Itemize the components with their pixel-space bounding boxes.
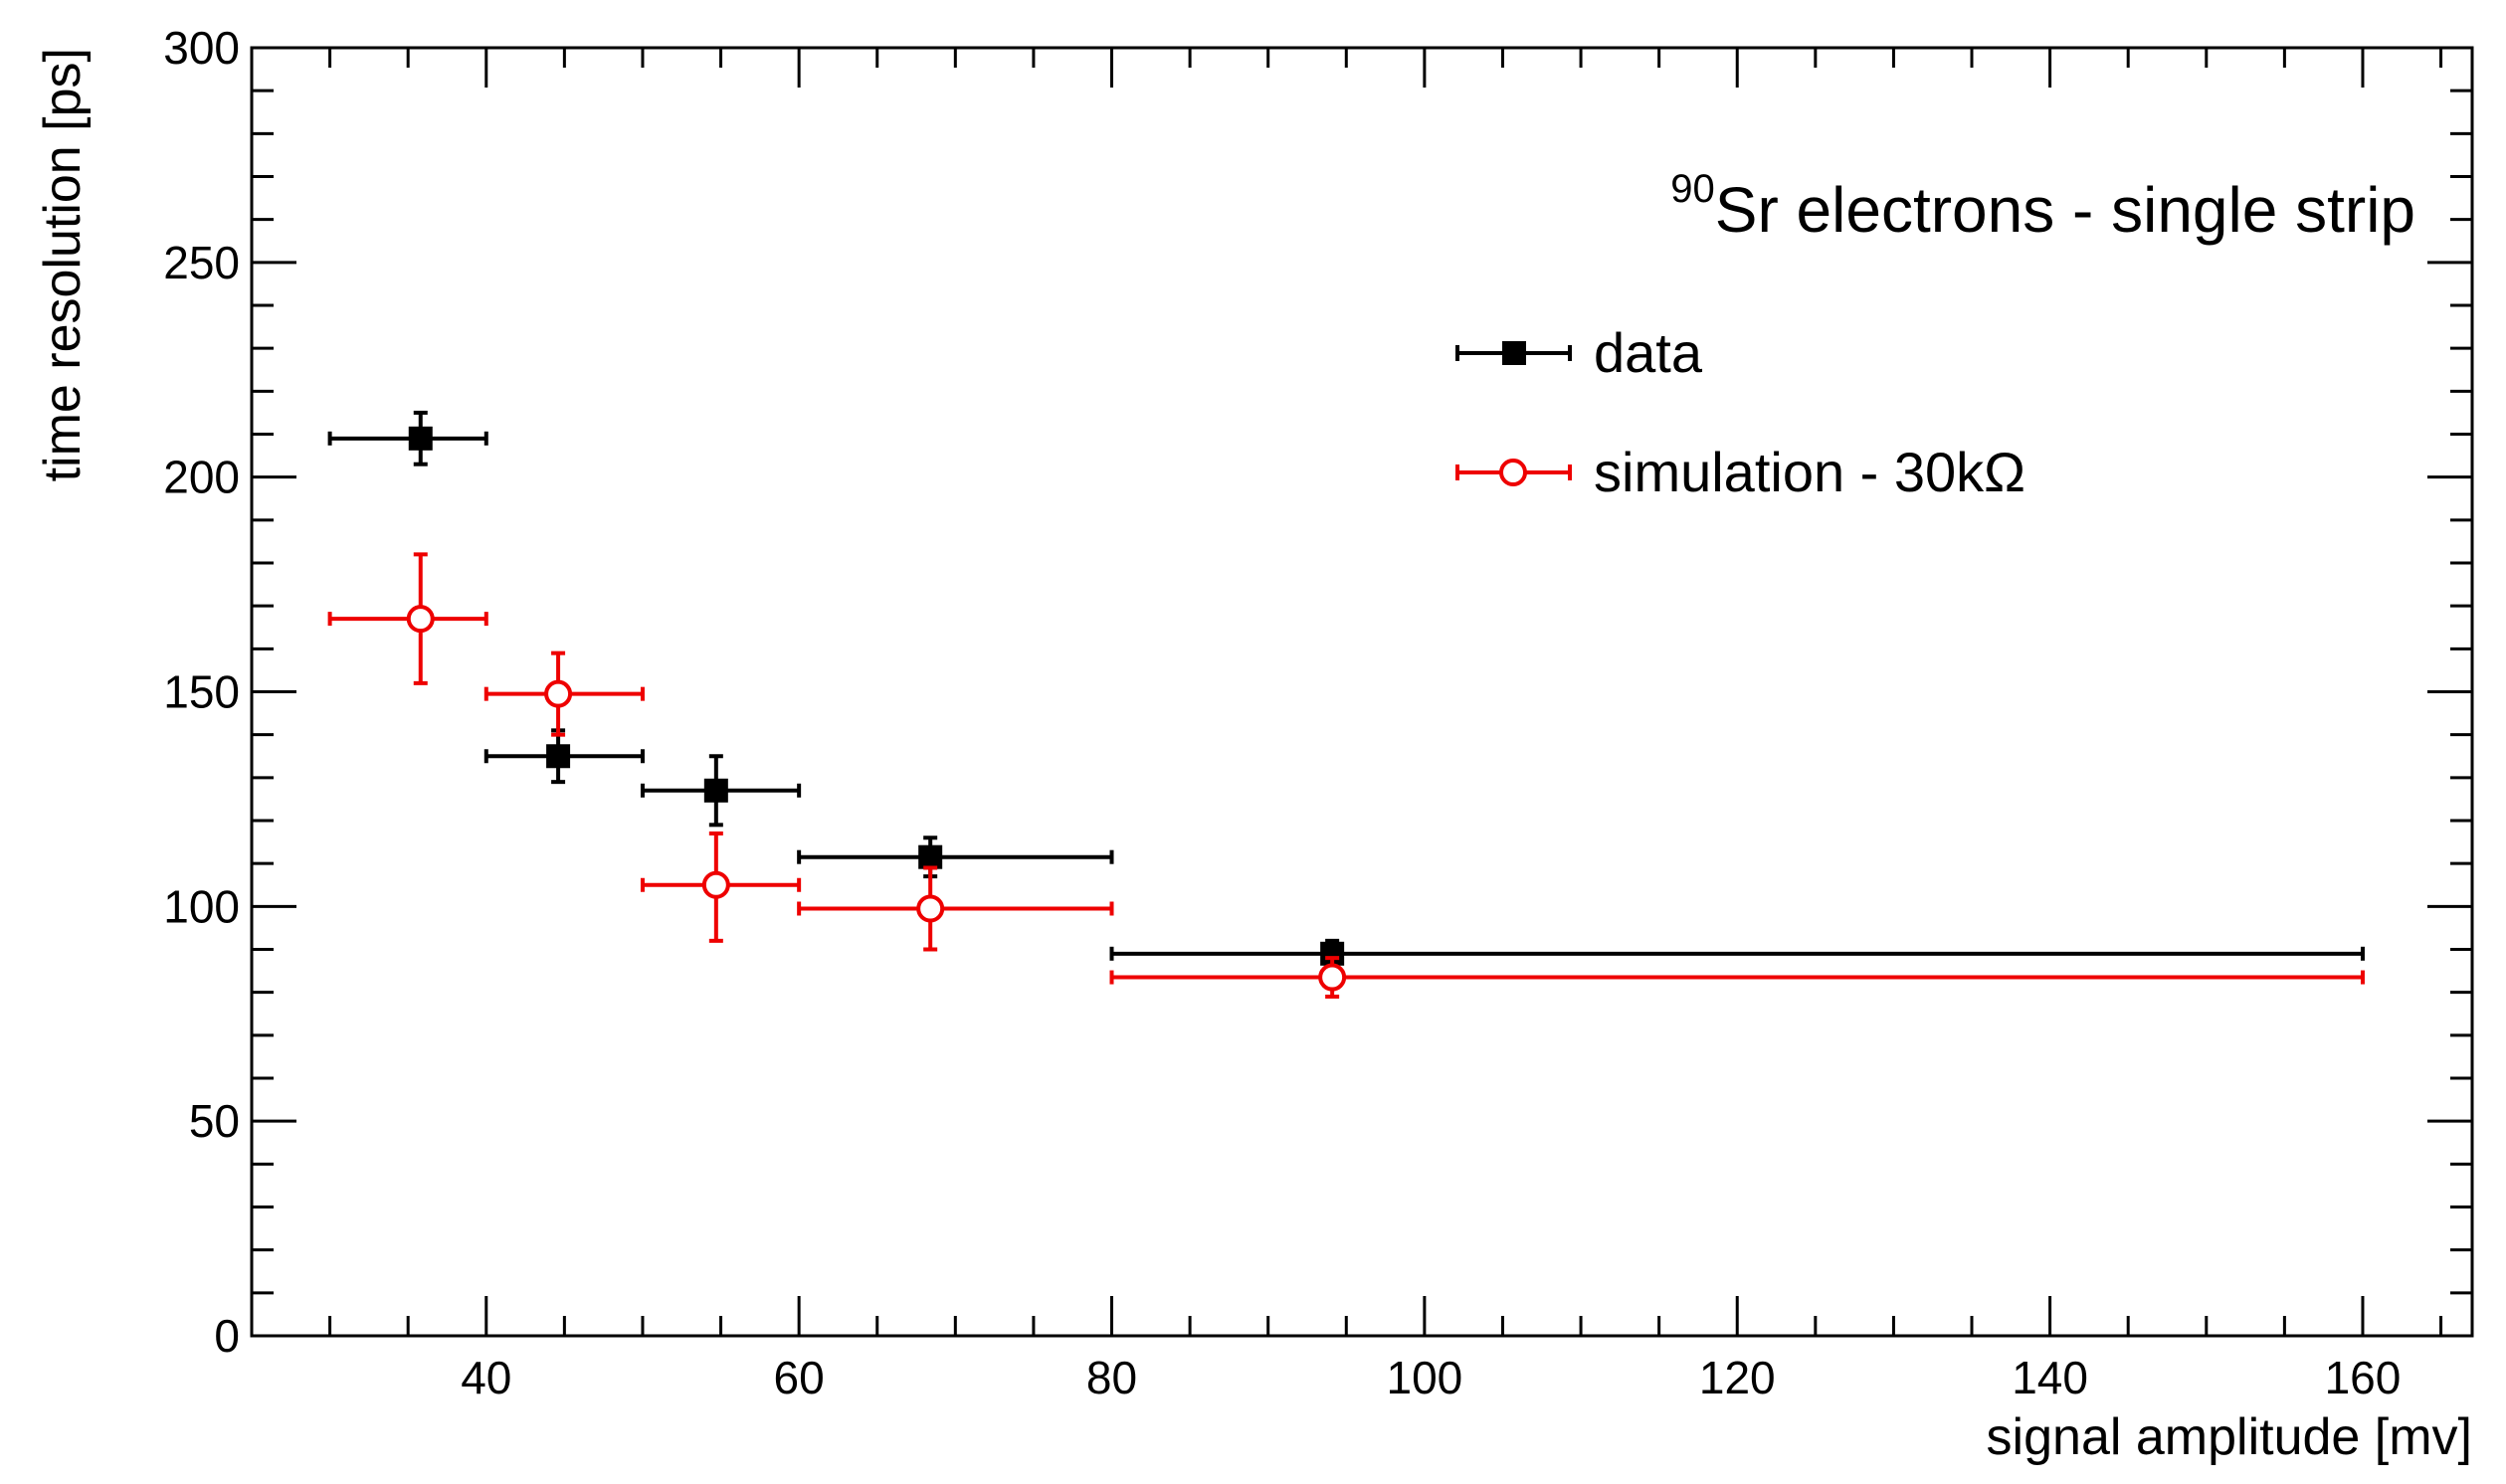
y-tick-label: 50 — [189, 1095, 240, 1147]
axes: 40 60 80 100 120 140 160 0 50 100 150 200 250 300 — [163, 22, 2472, 1403]
x-tick-label: 100 — [1386, 1352, 1462, 1403]
data-point — [327, 552, 488, 685]
y-tick-label: 250 — [163, 237, 240, 288]
data-point — [797, 865, 1114, 952]
series-data — [327, 410, 2365, 969]
legend: data simulation - 30kΩ — [1455, 321, 2025, 503]
data-point — [797, 835, 1114, 879]
legend-marker-square — [1502, 341, 1526, 365]
marker-square — [408, 426, 433, 451]
marker-square — [546, 744, 571, 769]
x-tick-label: 60 — [774, 1352, 825, 1403]
annotation-superscript: 90 — [1670, 167, 1715, 211]
x-tick-label: 140 — [2012, 1352, 2088, 1403]
x-tick-label: 120 — [1699, 1352, 1776, 1403]
data-point — [1109, 956, 2365, 999]
marker-circle — [701, 870, 730, 899]
series-simulation — [327, 552, 2365, 999]
y-axis-label: time resolution [ps] — [34, 48, 92, 481]
y-tick-label: 150 — [163, 666, 240, 718]
data-point — [327, 410, 488, 466]
legend-item-simulation: simulation - 30kΩ — [1455, 441, 2025, 503]
x-tick-label: 80 — [1086, 1352, 1137, 1403]
x-tick-label: 40 — [461, 1352, 511, 1403]
legend-item-data: data — [1455, 321, 1703, 384]
marker-square — [703, 778, 728, 803]
data-point — [483, 728, 645, 785]
chart-annotation: 90Sr electrons - single strip — [1670, 167, 2415, 246]
marker-square — [918, 844, 943, 869]
marker-circle — [916, 894, 945, 923]
data-series — [327, 410, 2365, 999]
y-tick-label: 300 — [163, 22, 240, 74]
x-axis-label: signal amplitude [mv] — [1987, 1408, 2472, 1466]
data-point — [483, 650, 645, 737]
y-tick-label: 100 — [163, 880, 240, 932]
data-point — [1109, 938, 2365, 969]
legend-marker-circle — [1499, 459, 1527, 486]
marker-circle — [406, 605, 435, 634]
y-tick-label: 0 — [214, 1310, 240, 1362]
legend-label: simulation - 30kΩ — [1594, 441, 2025, 503]
y-tick-label: 200 — [163, 452, 240, 503]
x-tick-label: 160 — [2325, 1352, 2402, 1403]
data-point — [640, 831, 802, 943]
marker-circle — [1318, 963, 1347, 992]
annotation-text: Sr electrons - single strip — [1715, 174, 2415, 246]
marker-circle — [544, 679, 573, 708]
legend-label: data — [1594, 321, 1703, 384]
data-point — [640, 754, 802, 828]
